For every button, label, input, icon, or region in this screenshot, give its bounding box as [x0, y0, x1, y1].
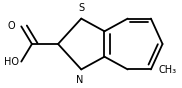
Text: CH₃: CH₃	[159, 65, 177, 75]
Text: O: O	[8, 21, 15, 31]
Text: S: S	[78, 3, 84, 13]
Text: N: N	[76, 75, 83, 85]
Text: HO: HO	[4, 57, 19, 67]
